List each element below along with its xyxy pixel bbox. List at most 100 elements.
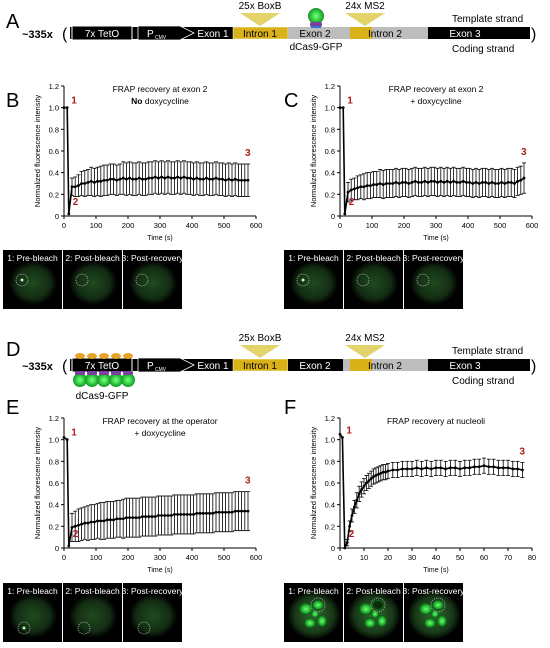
- cas-gfp-3: [109, 373, 123, 387]
- open-paren: (: [62, 26, 68, 43]
- boxb-label: 25x BoxB: [239, 333, 282, 344]
- x-tick-label: 30: [408, 553, 416, 562]
- data-point: [192, 177, 196, 181]
- bleach-roi-circle: [17, 621, 31, 635]
- data-point: [105, 178, 109, 182]
- data-point: [176, 513, 180, 516]
- y-tick-label: 1.2: [49, 414, 59, 423]
- data-point: [449, 466, 452, 470]
- x-tick-label: 100: [90, 221, 103, 230]
- x-tick-label: 100: [366, 221, 379, 230]
- data-point: [179, 176, 183, 180]
- data-point: [355, 498, 359, 502]
- marker-2: 2: [73, 529, 79, 540]
- data-point: [233, 509, 237, 513]
- data-point: [458, 181, 462, 184]
- data-point: [445, 179, 449, 183]
- microscopy-strip-c: 1: Pre-bleach 2: Post-bleach 3: Post-recov…: [284, 250, 465, 309]
- data-point: [362, 484, 366, 488]
- data-point: [65, 438, 69, 442]
- marker-1: 1: [71, 428, 77, 439]
- x-tick-label: 400: [186, 221, 199, 230]
- exon3-label: Exon 3: [449, 361, 481, 372]
- data-point: [67, 544, 71, 548]
- data-point: [65, 106, 69, 110]
- marker-1: 1: [71, 96, 77, 107]
- micrograph-label: 3: Post-recovery: [122, 586, 185, 596]
- nucleolus-blob: [419, 603, 433, 615]
- intron1-label: Intron 1: [243, 361, 277, 372]
- micrograph-2: 2: Post-bleach: [344, 583, 403, 642]
- data-point: [182, 513, 186, 516]
- pcmv-subscript: CMV: [155, 367, 167, 373]
- data-point: [375, 183, 379, 186]
- data-point: [471, 182, 475, 185]
- data-point: [362, 185, 366, 189]
- chart-f: 0 0.2 0.4 0.6 0.8 1.0 1.2 0 10 20 30 40 50 60 70 80 Time…: [309, 414, 536, 574]
- data-point: [62, 436, 66, 439]
- data-point: [131, 177, 135, 181]
- cell-nucleus: [69, 261, 117, 305]
- data-point: [121, 517, 125, 521]
- y-axis-label: Normalized fluorescence intensity: [309, 95, 318, 207]
- x-tick-label: 500: [218, 553, 231, 562]
- y-tick-label: 1.0: [325, 436, 335, 445]
- data-point: [205, 511, 208, 515]
- cell-nucleus: [129, 261, 177, 305]
- pcmv-subscript: CMV: [155, 35, 167, 41]
- data-point: [160, 514, 164, 517]
- data-point: [369, 184, 372, 188]
- data-point: [62, 106, 66, 110]
- y-tick-label: 0: [331, 212, 335, 221]
- data-point: [125, 516, 128, 520]
- data-point: [465, 181, 468, 184]
- panel-letter-d: D: [6, 339, 20, 361]
- data-point: [195, 511, 199, 515]
- micrograph-label: 3: Post-recovery: [403, 253, 466, 263]
- data-point: [176, 175, 180, 179]
- data-point: [105, 518, 109, 522]
- micrograph-label: 1: Pre-bleach: [7, 253, 58, 263]
- cas-orange-0: [75, 353, 85, 359]
- data-point: [70, 185, 74, 189]
- data-point: [246, 178, 250, 182]
- data-point: [237, 178, 240, 182]
- exon2-box: [288, 359, 343, 371]
- data-point: [211, 177, 215, 181]
- data-point: [192, 513, 196, 516]
- nucleolus-blob: [377, 615, 387, 627]
- micrograph-2: 2: Post-bleach: [344, 250, 403, 309]
- y-tick-label: 0.8: [325, 457, 335, 466]
- cas-purple-1: [87, 371, 97, 375]
- micrograph-label: 3: Post-recovery: [403, 586, 466, 596]
- teto-label: 7x TetO: [85, 29, 119, 40]
- chart-title: FRAP recovery at exon 2: [389, 84, 484, 94]
- ms2-triangle: [345, 13, 385, 26]
- cell-nucleus: [290, 261, 338, 305]
- data-point: [208, 177, 212, 181]
- data-point: [521, 468, 524, 472]
- pcmv-promoter-arrow: [137, 357, 195, 373]
- data-point: [461, 179, 465, 183]
- data-point: [497, 466, 500, 470]
- data-point: [163, 176, 167, 180]
- data-point: [166, 175, 170, 179]
- data-point: [442, 181, 446, 184]
- x-tick-label: 0: [62, 553, 66, 562]
- data-point: [233, 177, 237, 181]
- data-point: [439, 466, 443, 470]
- data-point: [211, 511, 215, 515]
- data-point: [195, 176, 199, 180]
- chart-b: 0 0.2 0.4 0.6 0.8 1.0 1.2 0 100 200 300 400 500 600 Ti…: [33, 82, 262, 242]
- bleach-roi-circle: [77, 621, 91, 635]
- data-point: [102, 178, 106, 182]
- marker-3: 3: [245, 476, 251, 487]
- x-tick-label: 300: [154, 553, 167, 562]
- y-tick-label: 0.8: [49, 125, 59, 134]
- construct-diagram-d: ~335x () 7x TetO P CMV Exon 1 Intron 1 Exon 2 In…: [22, 333, 536, 402]
- data-point: [482, 464, 486, 468]
- x-tick-label: 500: [494, 221, 507, 230]
- data-point: [338, 106, 342, 110]
- data-point: [166, 514, 170, 517]
- chart-subtitle: No doxycycline: [131, 96, 189, 106]
